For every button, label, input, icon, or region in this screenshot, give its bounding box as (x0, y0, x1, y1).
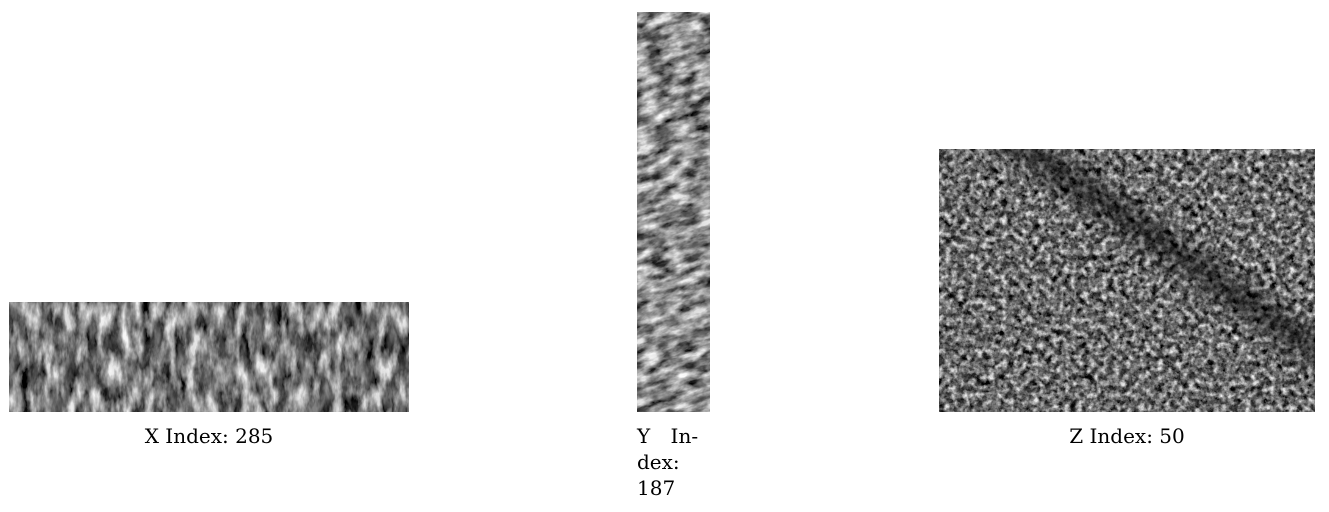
y-slice-texture (637, 12, 710, 412)
x-index-caption: X Index: 285 (144, 424, 274, 448)
y-index-caption: Y In- dex: 187 (637, 423, 710, 501)
z-index-caption: Z Index: 50 (1069, 424, 1185, 448)
y-slice-image (637, 12, 710, 412)
z-slice-image (939, 149, 1315, 412)
z-slice-texture (939, 149, 1315, 412)
y-caption-line-1: Y In- (637, 424, 699, 448)
x-slice-texture (9, 302, 409, 412)
y-caption-line-2: dex: (637, 450, 680, 474)
y-caption-line-3: 187 (637, 476, 676, 500)
x-slice-image (9, 302, 409, 412)
